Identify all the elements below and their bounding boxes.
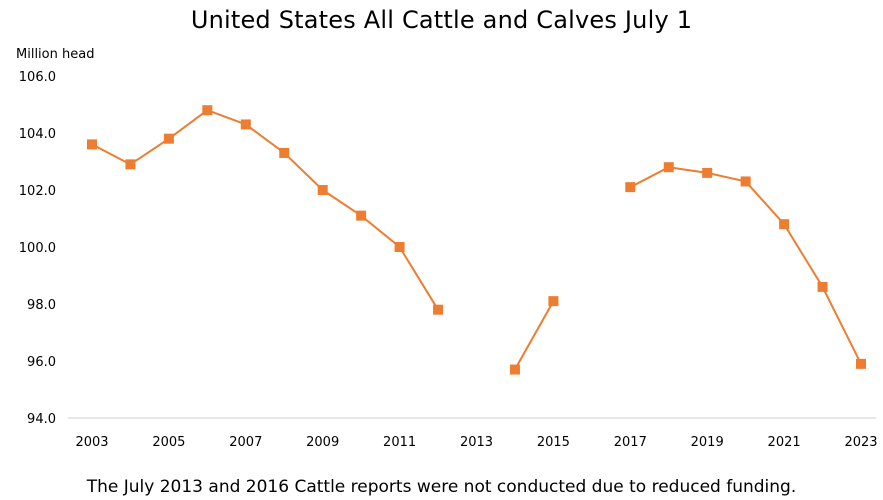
y-tick-label: 106.0 [19, 70, 56, 85]
data-point [509, 364, 520, 375]
y-tick-label: 96.0 [27, 355, 56, 370]
data-point [856, 358, 866, 369]
footnote: The July 2013 and 2016 Cattle reports we… [86, 477, 797, 497]
x-tick-label: 2003 [75, 435, 108, 450]
x-tick-label: 2011 [383, 435, 416, 450]
data-point [663, 162, 674, 173]
data-point [702, 167, 713, 178]
x-tick-label: 2007 [229, 435, 262, 450]
data-point [87, 139, 97, 150]
data-point [433, 304, 444, 315]
x-tick-label: 2005 [152, 435, 185, 450]
data-point [202, 105, 213, 116]
y-tick-label: 104.0 [19, 127, 56, 142]
y-axis-label: Million head [16, 47, 95, 62]
y-tick-label: 100.0 [19, 241, 56, 256]
y-tick-label: 98.0 [27, 298, 56, 313]
x-tick-label: 2015 [537, 435, 570, 450]
x-tick-label: 2017 [614, 435, 647, 450]
data-point [625, 182, 636, 193]
series-line [91, 109, 439, 311]
data-point [125, 159, 136, 170]
data-point [317, 185, 328, 195]
data-point [740, 176, 751, 187]
data-point [817, 281, 828, 292]
y-tick-label: 94.0 [27, 412, 56, 427]
series-line [629, 166, 862, 365]
data-point [356, 210, 367, 221]
data-point [279, 147, 290, 158]
data-point [548, 296, 559, 307]
x-tick-label: 2021 [768, 435, 801, 450]
x-tick-label: 2019 [691, 435, 724, 450]
data-point [163, 133, 174, 144]
x-tick-label: 2009 [306, 435, 339, 450]
x-tick-label: 2023 [844, 435, 877, 450]
data-point [779, 219, 790, 230]
data-point [394, 242, 405, 252]
series-line [514, 300, 555, 371]
y-tick-label: 102.0 [19, 184, 56, 199]
data-point [240, 119, 251, 130]
x-tick-label: 2013 [460, 435, 493, 450]
chart-title: United States All Cattle and Calves July… [190, 6, 693, 34]
